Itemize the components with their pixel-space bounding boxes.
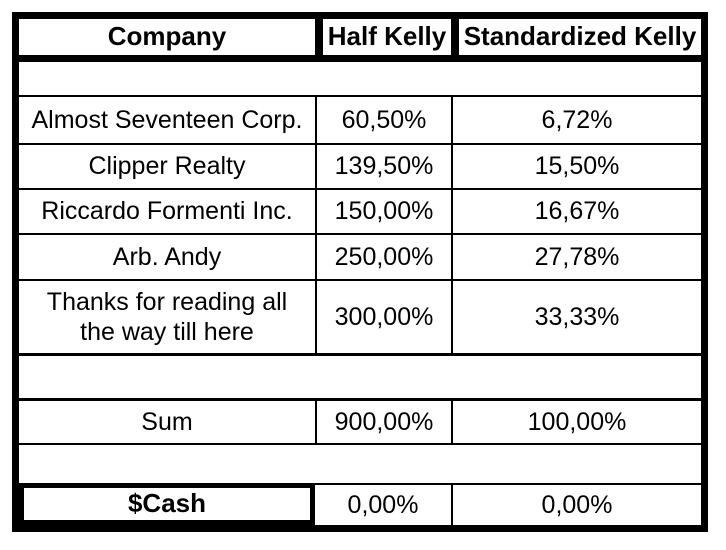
sum-half-kelly: 900,00% xyxy=(315,401,451,443)
header-standardized-kelly: Standardized Kelly xyxy=(451,19,701,55)
company-cell: Thanks for reading all the way till here xyxy=(46,287,288,347)
standardized-kelly-cell: 6,72% xyxy=(451,97,701,143)
half-kelly-cell: 139,50% xyxy=(315,145,451,188)
half-kelly-cell: 250,00% xyxy=(315,235,451,279)
kelly-allocation-table: Company Half Kelly Standardized Kelly Al… xyxy=(12,12,708,532)
company-cell: Riccardo Formenti Inc. xyxy=(41,197,293,226)
company-cell: Clipper Realty xyxy=(88,152,246,181)
cash-label: $Cash xyxy=(19,483,315,525)
cash-row: $Cash 0,00% 0,00% xyxy=(19,483,701,525)
cash-standardized-kelly: 0,00% xyxy=(451,483,701,525)
spacer-row-bottom xyxy=(19,445,701,483)
half-kelly-cell: 150,00% xyxy=(315,190,451,233)
spacer-row-mid xyxy=(19,356,701,401)
company-cell: Almost Seventeen Corp. xyxy=(31,105,303,134)
standardized-kelly-cell: 27,78% xyxy=(451,235,701,279)
standardized-kelly-cell: 33,33% xyxy=(451,281,701,353)
header-half-kelly: Half Kelly xyxy=(315,19,451,55)
sum-label: Sum xyxy=(141,407,193,436)
half-kelly-cell: 300,00% xyxy=(315,281,451,353)
company-cell: Arb. Andy xyxy=(112,242,222,271)
sum-standardized-kelly: 100,00% xyxy=(451,401,701,443)
table-row: Arb. Andy 250,00% 27,78% xyxy=(19,235,701,281)
half-kelly-cell: 60,50% xyxy=(315,97,451,143)
table-header-row: Company Half Kelly Standardized Kelly xyxy=(19,19,701,62)
table-row: Clipper Realty 139,50% 15,50% xyxy=(19,145,701,190)
table-row: Thanks for reading all the way till here… xyxy=(19,281,701,356)
spacer-row-top xyxy=(19,62,701,97)
table-row: Riccardo Formenti Inc. 150,00% 16,67% xyxy=(19,190,701,235)
cash-half-kelly: 0,00% xyxy=(315,483,451,525)
table-row: Almost Seventeen Corp. 60,50% 6,72% xyxy=(19,97,701,145)
sum-row: Sum 900,00% 100,00% xyxy=(19,401,701,445)
standardized-kelly-cell: 15,50% xyxy=(451,145,701,188)
header-company: Company xyxy=(107,21,227,52)
standardized-kelly-cell: 16,67% xyxy=(451,190,701,233)
